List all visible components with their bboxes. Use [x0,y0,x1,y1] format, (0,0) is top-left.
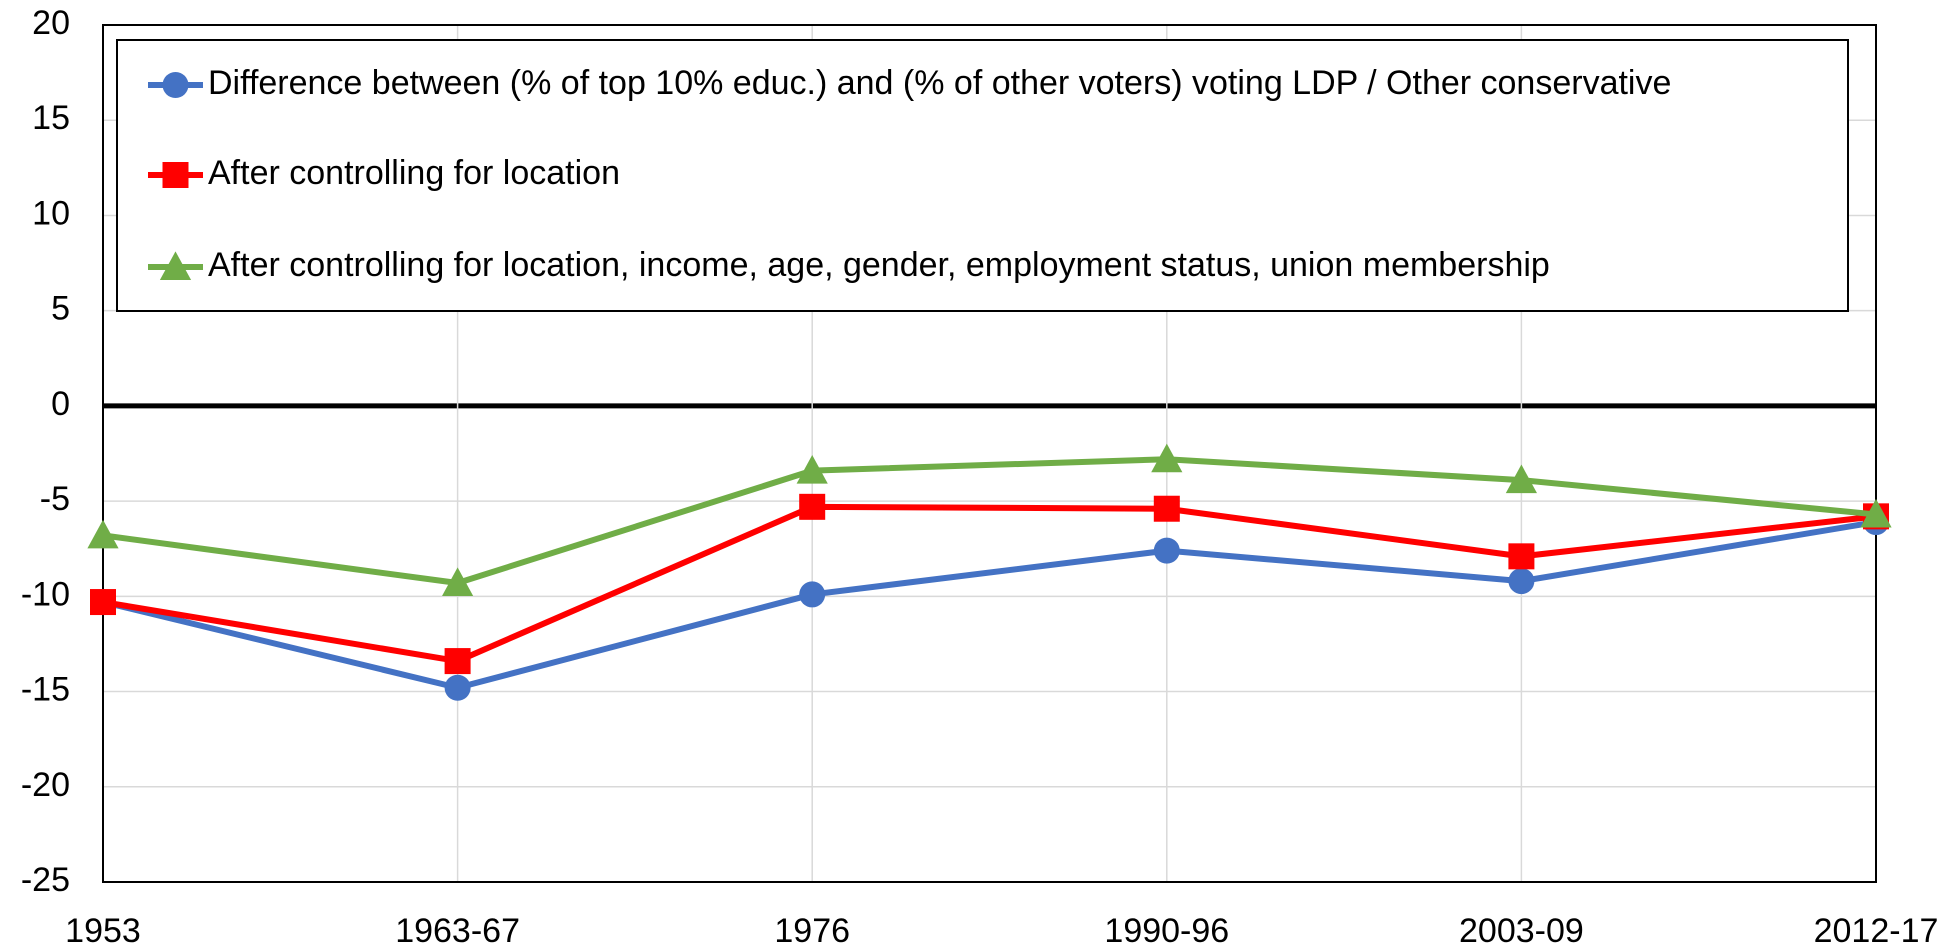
y-tick-label: -5 [40,480,70,518]
x-tick-label: 1990-96 [1104,912,1229,950]
legend-label: Difference between (% of top 10% educ.) … [208,64,1671,102]
marker [162,72,189,98]
y-tick-label: -15 [21,671,70,709]
marker [159,251,192,280]
x-tick-label: 1976 [774,912,850,950]
marker [796,455,828,484]
marker [1860,498,1892,528]
x-tick-label: 1963-67 [395,912,520,950]
marker [87,519,119,549]
y-tick-label: 20 [32,4,70,42]
y-tick-label: 0 [51,385,70,423]
x-tick-label: 2012-17 [1814,912,1939,950]
y-tick-label: -25 [21,861,70,899]
series-line [102,456,1877,587]
marker [1153,495,1180,522]
marker [1508,543,1535,570]
x-tick-label: 1953 [65,912,141,950]
x-tick-label: 2003-09 [1459,912,1584,950]
y-tick-label: 15 [32,99,70,137]
marker [162,162,189,188]
marker [799,493,826,520]
marker [1505,464,1537,494]
y-tick-label: -20 [21,766,70,804]
series-line [102,519,1877,691]
marker [442,567,474,597]
marker [444,648,471,675]
legend-label: After controlling for location [208,154,620,192]
marker [1153,537,1180,564]
marker [444,674,471,701]
legend-box [116,39,1849,312]
marker [1508,568,1535,595]
y-tick-label: -10 [21,575,70,613]
marker [799,581,826,608]
marker [90,589,116,616]
y-tick-label: 5 [51,290,70,328]
y-tick-label: 10 [32,194,70,232]
marker [1151,443,1183,473]
plot-border [102,24,1877,883]
series-line [102,503,1877,665]
legend-label: After controlling for location, income, … [208,246,1550,284]
